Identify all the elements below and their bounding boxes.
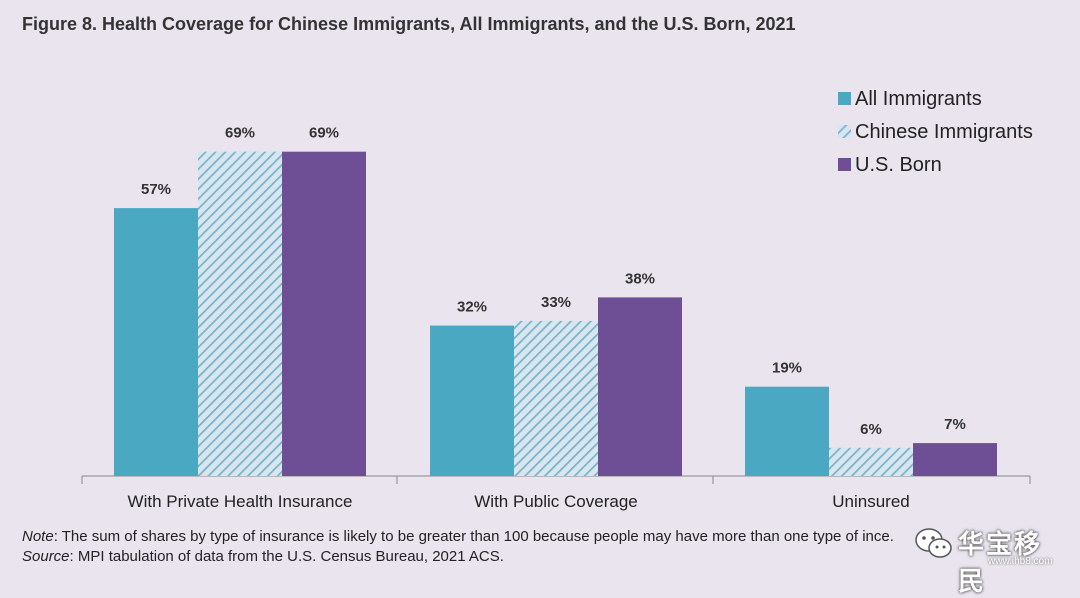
data-label: 57% [141,181,171,198]
bar-chinese-immigrants-0 [198,151,282,476]
legend-swatch [838,92,851,105]
category-label: Uninsured [832,492,910,511]
data-label: 32% [457,299,487,316]
bar-chart: 57% 69% 69% With Private Health Insurance 32… [81,88,1033,511]
source-text: : MPI tabulation of data from the U.S. C… [69,548,504,565]
bar-chinese-immigrants-2 [829,447,913,476]
bar-all-immigrants-1 [430,325,514,476]
legend-swatch [838,158,851,171]
data-label: 19% [772,360,802,377]
note-line: Note: The sum of shares by type of insur… [22,527,894,547]
bar-all-immigrants-0 [114,208,198,476]
data-label: 6% [860,421,882,438]
data-label: 38% [625,270,655,287]
legend-label: U.S. Born [855,154,942,176]
note-label: Note [22,528,54,545]
data-label: 69% [309,125,339,142]
source-label: Source [22,548,70,565]
wechat-icon [915,528,952,558]
watermark: 华宝移民 www.ihb8.com [914,522,1064,597]
chart-note: Note: The sum of shares by type of insur… [22,527,894,567]
bar-u-s-born-1 [598,297,682,476]
bar-chinese-immigrants-1 [514,320,598,476]
chart-area: 57% 69% 69% With Private Health Insurance 32… [81,88,1033,511]
watermark-url: www.ihb8.com [988,556,1053,567]
bar-u-s-born-2 [913,443,997,476]
source-line: Source: MPI tabulation of data from the … [22,547,894,567]
legend-label: Chinese Immigrants [855,121,1033,143]
note-text: : The sum of shares by type of insurance… [53,528,874,545]
chart-title: Figure 8. Health Coverage for Chinese Im… [22,14,796,34]
bar-all-immigrants-2 [745,386,829,476]
legend-label: All Immigrants [855,88,982,110]
bar-u-s-born-0 [282,151,366,476]
category-label: With Public Coverage [474,492,637,511]
data-label: 7% [944,416,966,433]
legend-swatch [838,125,851,138]
data-label: 33% [541,294,571,311]
note-tail: ce. [873,528,894,545]
category-label: With Private Health Insurance [128,492,353,511]
data-label: 69% [225,125,255,142]
